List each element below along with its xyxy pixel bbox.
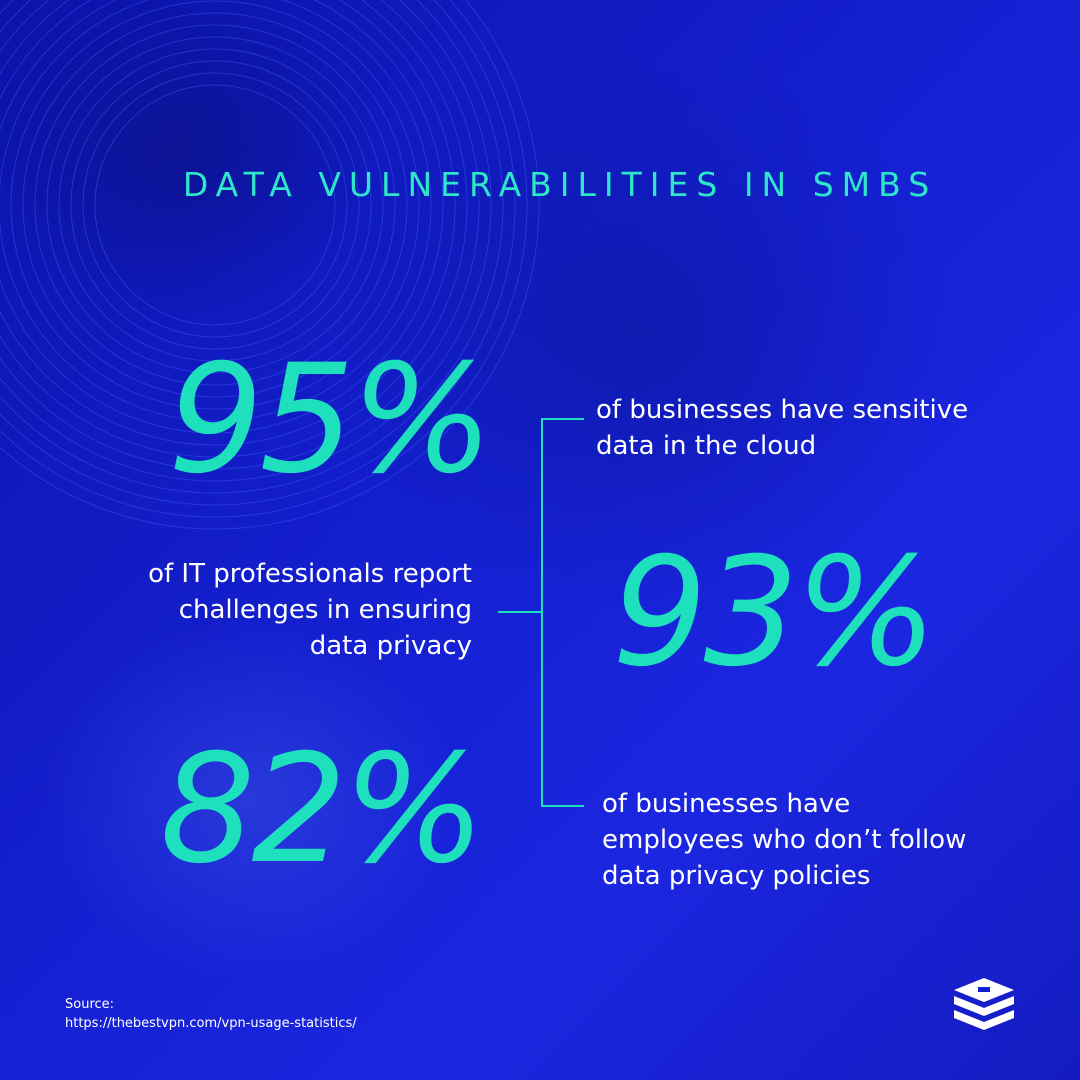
stat-value-82: 82% (160, 723, 485, 897)
stacked-layers-icon (954, 978, 1014, 1030)
stat-description-line: challenges in ensuring (178, 595, 472, 625)
stat-description-line: data privacy (309, 631, 472, 661)
page-title: DATA VULNERABILITIES IN SMBS (182, 165, 938, 204)
source-label: Source: (65, 997, 115, 1012)
stat-description-line: data privacy policies (602, 861, 871, 891)
source-url: https://thebestvpn.com/vpn-usage-statist… (65, 1016, 357, 1031)
stat-description-line: of IT professionals report (148, 559, 472, 589)
stat-description-82: of businesses have employees who don’t f… (602, 786, 1022, 894)
stat-description-95: of businesses have sensitive data in the… (596, 392, 1016, 464)
stat-value-93: 93% (612, 526, 937, 700)
stat-description-93: of IT professionals report challenges in… (70, 556, 472, 664)
stat-description-line: of businesses have (602, 789, 851, 819)
stat-description-line: data in the cloud (596, 431, 817, 461)
source-note: Source: https://thebestvpn.com/vpn-usage… (65, 995, 357, 1033)
stat-description-line: of businesses have sensitive (596, 395, 969, 425)
stat-description-line: employees who don’t follow (602, 825, 967, 855)
stat-value-95: 95% (168, 333, 493, 507)
